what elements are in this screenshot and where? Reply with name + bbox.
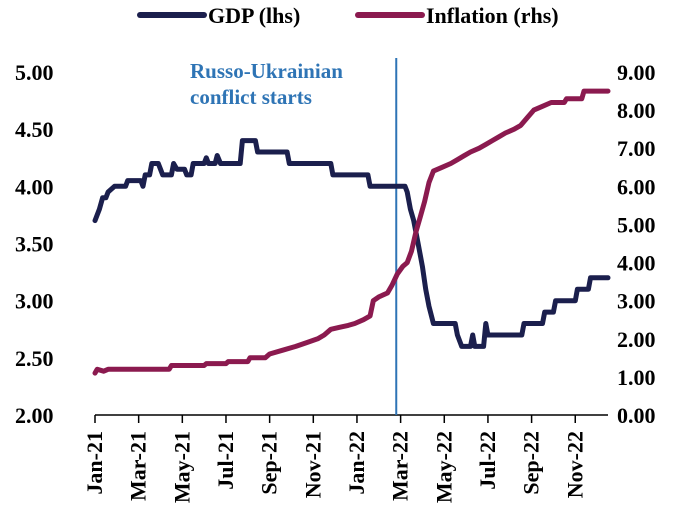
y-right-tick-label: 6.00 — [617, 174, 656, 199]
series-line-inflation — [92, 88, 611, 376]
y-right-tick-label: 0.00 — [617, 403, 656, 428]
x-tick-label: May-21 — [169, 431, 194, 503]
y-left-tick-label: 3.00 — [15, 289, 54, 314]
x-tick-label: Jul-21 — [213, 431, 238, 490]
annotation-label-line1: Russo-Ukrainian — [190, 59, 343, 83]
y-right-tick-label: 8.00 — [617, 98, 656, 123]
x-tick-label: Mar-21 — [126, 431, 151, 501]
legend-label-inflation: Inflation (rhs) — [426, 3, 559, 28]
x-axis: Jan-21 Mar-21 May-21 Jul-21 Sep-21 Nov-21 Jan-… — [82, 415, 587, 503]
x-tick-label: Sep-22 — [519, 431, 544, 495]
legend: GDP (lhs) Inflation (rhs) — [137, 3, 559, 28]
x-tick-label: Nov-22 — [562, 431, 587, 498]
y-left-tick-label: 4.00 — [15, 174, 54, 199]
series-layer — [92, 88, 611, 376]
y-left-tick-label: 2.50 — [15, 346, 54, 371]
y-left-tick-label: 5.00 — [15, 60, 54, 85]
y-right-tick-label: 9.00 — [617, 60, 656, 85]
y-axis-left: 2.00 2.50 3.00 3.50 4.00 4.50 5.00 — [15, 60, 54, 428]
x-tick-label: May-22 — [431, 431, 456, 503]
y-axis-right: 0.00 1.00 2.00 3.00 4.00 5.00 6.00 7.00 8.00 9.00 — [617, 60, 656, 428]
legend-label-gdp: GDP (lhs) — [208, 3, 300, 28]
x-tick-label: Jan-21 — [82, 431, 107, 495]
y-right-tick-label: 2.00 — [617, 327, 656, 352]
annotation-label-line2: conflict starts — [190, 85, 312, 109]
x-tick-label: Jan-22 — [344, 431, 369, 495]
y-right-tick-label: 4.00 — [617, 251, 656, 276]
y-right-tick-label: 7.00 — [617, 136, 656, 161]
y-right-tick-label: 1.00 — [617, 365, 656, 390]
x-tick-label: Jul-22 — [475, 431, 500, 490]
x-tick-label: Nov-21 — [300, 431, 325, 498]
y-left-tick-label: 4.50 — [15, 117, 54, 142]
x-tick-label: Mar-22 — [388, 431, 413, 501]
y-right-tick-label: 3.00 — [617, 289, 656, 314]
y-left-tick-label: 2.00 — [15, 403, 54, 428]
y-right-tick-label: 5.00 — [617, 212, 656, 237]
series-line-gdp — [92, 138, 611, 349]
y-left-tick-label: 3.50 — [15, 232, 54, 257]
x-tick-label: Sep-21 — [257, 431, 282, 495]
